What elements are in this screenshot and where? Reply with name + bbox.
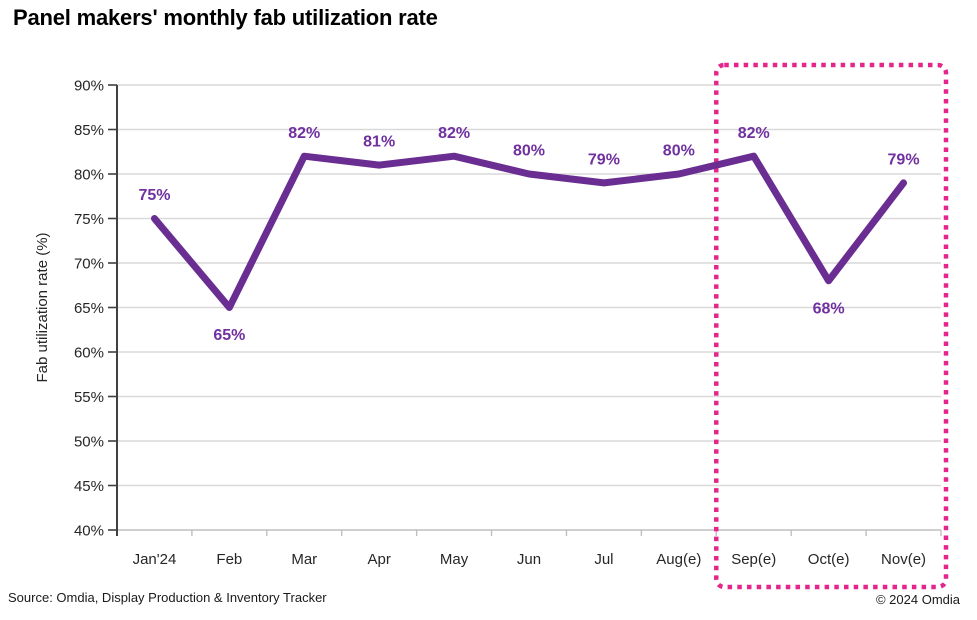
y-tick-label: 90%: [74, 77, 104, 94]
utilization-line: [150, 152, 908, 311]
data-label: 82%: [738, 125, 770, 142]
data-label: 75%: [138, 187, 170, 204]
x-axis-label: Oct(e): [808, 551, 850, 568]
y-tick-label: 65%: [74, 300, 104, 317]
x-axis-label: Aug(e): [656, 551, 701, 568]
y-tick-label: 75%: [74, 211, 104, 228]
x-axis-label: Jul: [594, 551, 613, 568]
x-axis-label: Nov(e): [881, 551, 926, 568]
data-label: 65%: [213, 327, 245, 344]
x-axis-label: Mar: [291, 551, 317, 568]
copyright-note: © 2024 Omdia: [875, 592, 960, 607]
y-tick-label: 55%: [74, 389, 104, 406]
y-axis-title: Fab utilization rate (%): [34, 232, 51, 382]
x-axis-label: Jan'24: [133, 551, 177, 568]
data-label: 82%: [438, 125, 470, 142]
y-tick-label: 70%: [74, 255, 104, 272]
x-axis-label: Apr: [368, 551, 391, 568]
y-tick-label: 60%: [74, 344, 104, 361]
y-tick-label: 80%: [74, 166, 104, 183]
x-axis-label: Feb: [216, 551, 242, 568]
y-tick-label: 45%: [74, 478, 104, 495]
y-tick-label: 85%: [74, 122, 104, 139]
forecast-highlight-box: [714, 62, 949, 590]
data-label: 79%: [588, 152, 620, 169]
data-label: 80%: [663, 143, 695, 160]
source-note: Source: Omdia, Display Production & Inve…: [8, 590, 327, 605]
data-label: 68%: [813, 300, 845, 317]
x-axis-label: May: [440, 551, 469, 568]
x-axis-label: Sep(e): [731, 551, 776, 568]
data-label: 79%: [888, 152, 920, 169]
chart-title: Panel makers' monthly fab utilization ra…: [13, 5, 438, 30]
x-axis-label: Jun: [517, 551, 541, 568]
y-tick-label: 40%: [74, 522, 104, 539]
data-label: 81%: [363, 134, 395, 151]
data-label: 82%: [288, 125, 320, 142]
y-tick-label: 50%: [74, 433, 104, 450]
data-label: 80%: [513, 143, 545, 160]
